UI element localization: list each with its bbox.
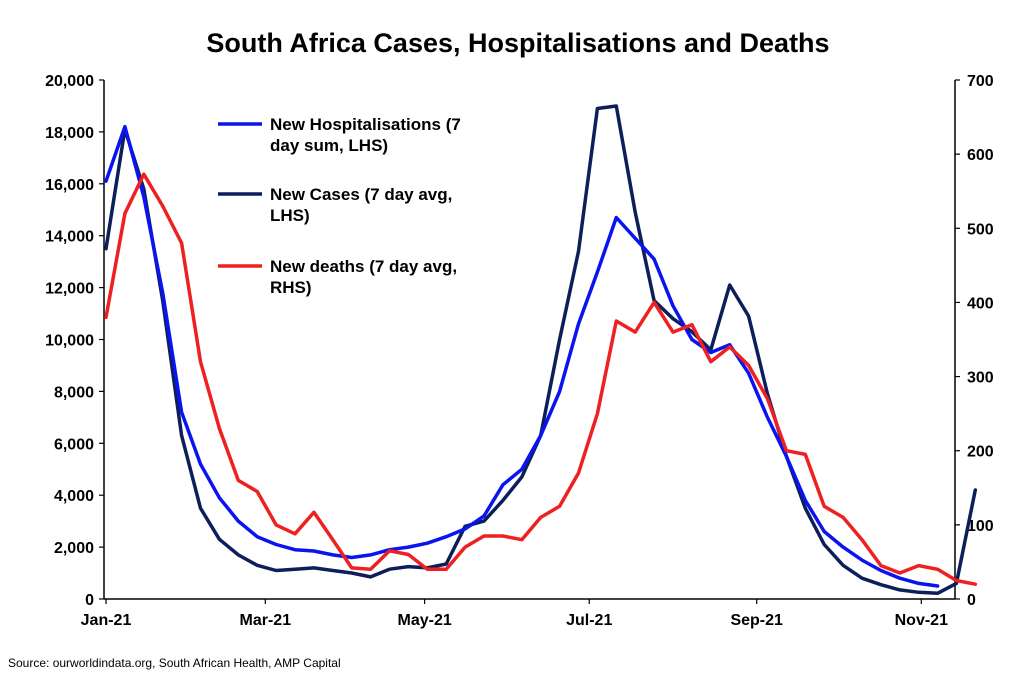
- series-line-2: [104, 172, 978, 586]
- series-layer: [104, 104, 978, 596]
- y-left-tick-label: 16,000: [45, 177, 94, 194]
- chart: South Africa Cases, Hospitalisations and…: [45, 28, 994, 629]
- y-left-tick-label: 14,000: [45, 229, 94, 246]
- legend-label-2: New deaths (7 day avg,: [270, 257, 457, 276]
- y-right-tick-label: 100: [967, 518, 994, 535]
- series-line-0: [104, 124, 940, 588]
- y-left-tick-label: 12,000: [45, 281, 94, 298]
- y-left-tick-label: 0: [85, 592, 94, 609]
- legend-label-0: day sum, LHS): [270, 136, 388, 155]
- y-right-tick-label: 200: [967, 444, 994, 461]
- axes: 0 2,000 4,000 6,000 8,000 10,000 12,000 14,000 1…: [45, 73, 994, 629]
- y-right-tick-label: 600: [967, 147, 994, 164]
- y-right-tick-label: 300: [967, 370, 994, 387]
- x-tick-label: Jan-21: [81, 612, 132, 629]
- legend-label-0: New Hospitalisations (7: [270, 115, 461, 134]
- legend-label-1: New Cases (7 day avg,: [270, 185, 452, 204]
- y-right-tick-label: 400: [967, 295, 994, 312]
- y-right-tick-label: 500: [967, 221, 994, 238]
- x-tick-label: Mar-21: [240, 612, 292, 629]
- legend-label-1: LHS): [270, 206, 310, 225]
- y-left-tick-label: 4,000: [54, 488, 94, 505]
- y-right-tick-label: 0: [967, 592, 976, 609]
- y-left-tick-label: 10,000: [45, 333, 94, 350]
- y-right-tick-label: 700: [967, 73, 994, 90]
- x-tick-label: Nov-21: [895, 612, 948, 629]
- x-tick-label: Sep-21: [730, 612, 783, 629]
- y-left-tick-label: 2,000: [54, 540, 94, 557]
- legend-label-2: RHS): [270, 278, 312, 297]
- chart-title: South Africa Cases, Hospitalisations and…: [206, 28, 829, 58]
- y-left-tick-label: 6,000: [54, 436, 94, 453]
- legend: New Hospitalisations (7 day sum, LHS) New …: [218, 115, 461, 297]
- x-tick-label: Jul-21: [566, 612, 612, 629]
- x-tick-label: May-21: [398, 612, 452, 629]
- y-left-tick-label: 18,000: [45, 125, 94, 142]
- y-left-tick-label: 8,000: [54, 384, 94, 401]
- source-note: Source: ourworldindata.org, South Africa…: [8, 656, 341, 670]
- y-left-tick-label: 20,000: [45, 73, 94, 90]
